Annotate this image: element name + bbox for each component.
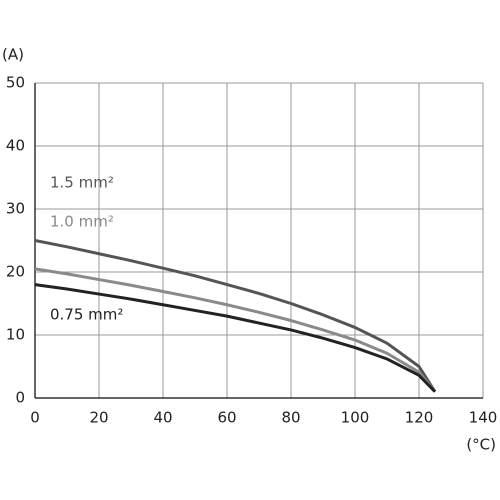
x-tick-label: 40 bbox=[153, 409, 172, 427]
x-tick-label: 80 bbox=[281, 409, 300, 427]
y-tick-label: 20 bbox=[6, 263, 25, 281]
y-tick-label: 30 bbox=[6, 200, 25, 218]
x-tick-label: 60 bbox=[217, 409, 236, 427]
y-tick-label: 0 bbox=[15, 389, 25, 407]
y-tick-label: 40 bbox=[6, 137, 25, 155]
x-tick-label: 20 bbox=[89, 409, 108, 427]
series-line bbox=[34, 239, 437, 393]
x-tick-label: 0 bbox=[30, 409, 40, 427]
series-line bbox=[34, 283, 437, 393]
series-label: 1.0 mm² bbox=[50, 213, 114, 231]
series-label: 0.75 mm² bbox=[50, 306, 123, 324]
series-label: 1.5 mm² bbox=[50, 174, 114, 192]
series-line bbox=[34, 267, 437, 393]
x-axis-label: (°C) bbox=[466, 436, 496, 454]
y-tick-label: 50 bbox=[6, 74, 25, 92]
x-tick-label: 100 bbox=[341, 409, 370, 427]
y-tick-label: 10 bbox=[6, 326, 25, 344]
x-tick-label: 120 bbox=[405, 409, 434, 427]
x-tick-label: 140 bbox=[469, 409, 498, 427]
y-axis-label: (A) bbox=[2, 46, 24, 64]
